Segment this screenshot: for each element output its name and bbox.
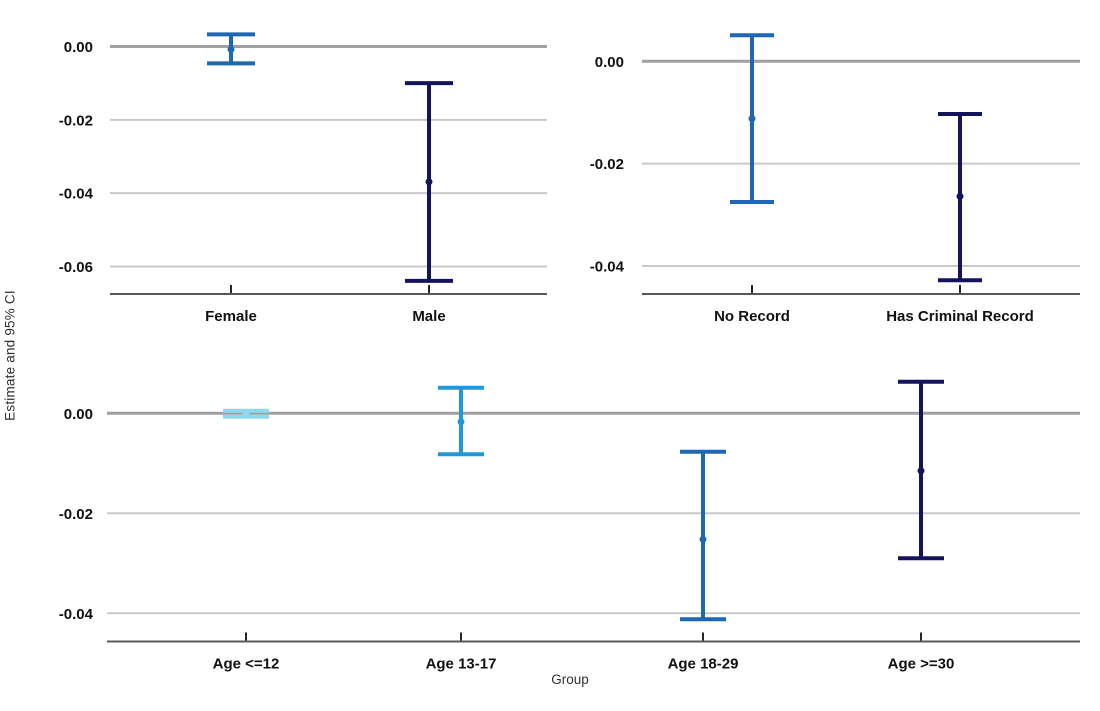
y-tick-label: 0.00 bbox=[64, 406, 93, 423]
estimate-point bbox=[956, 192, 964, 200]
estimate-point bbox=[242, 410, 250, 418]
category-label: No Record bbox=[714, 308, 790, 325]
estimate-point bbox=[227, 45, 235, 53]
y-tick-label: -0.04 bbox=[59, 186, 94, 203]
y-axis-title: Estimate and 95% CI bbox=[2, 290, 18, 421]
estimate-point bbox=[425, 178, 433, 186]
category-label: Male bbox=[412, 308, 445, 325]
category-label: Age 18-29 bbox=[668, 656, 739, 673]
category-label: Female bbox=[205, 308, 257, 325]
y-tick-label: -0.02 bbox=[590, 156, 624, 173]
y-tick-label: -0.04 bbox=[590, 258, 625, 275]
y-tick-label: 0.00 bbox=[64, 39, 93, 56]
estimate-point bbox=[457, 418, 465, 426]
category-label: Age >=30 bbox=[888, 656, 955, 673]
estimate-point bbox=[917, 467, 925, 475]
category-label: Age 13-17 bbox=[426, 656, 497, 673]
category-label: Has Criminal Record bbox=[886, 308, 1034, 325]
estimate-point bbox=[699, 535, 707, 543]
y-tick-label: -0.02 bbox=[59, 112, 93, 129]
y-tick-label: 0.00 bbox=[595, 54, 624, 71]
y-tick-label: -0.04 bbox=[59, 606, 94, 623]
category-label: Age <=12 bbox=[213, 656, 280, 673]
estimate-point bbox=[748, 115, 756, 123]
y-tick-label: -0.06 bbox=[59, 259, 93, 276]
y-tick-label: -0.02 bbox=[59, 506, 93, 523]
x-axis-title: Group bbox=[551, 672, 589, 687]
